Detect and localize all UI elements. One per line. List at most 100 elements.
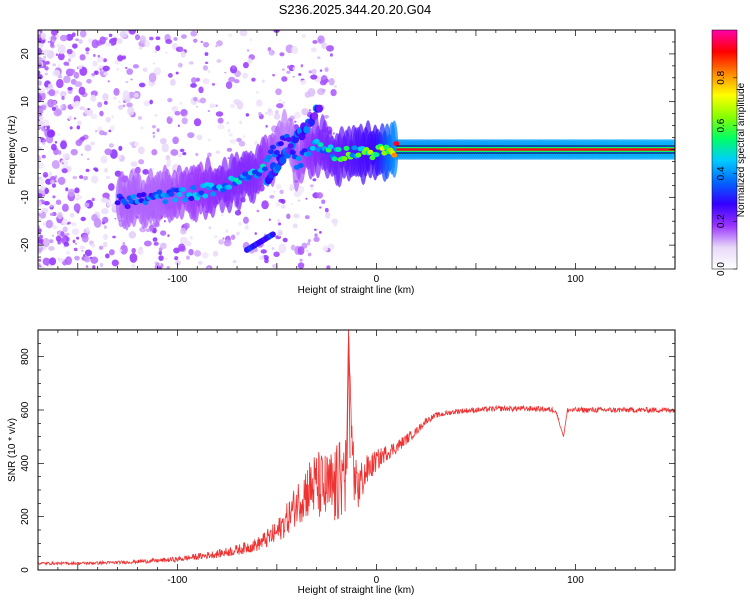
- ridge-core: [176, 191, 183, 197]
- noise-speckle: [332, 132, 335, 135]
- noise-speckle: [246, 49, 250, 52]
- ridge-core: [287, 143, 294, 149]
- noise-speckle: [273, 113, 281, 120]
- noise-speckle: [165, 154, 171, 161]
- noise-speckle: [170, 78, 176, 86]
- noise-speckle: [72, 239, 76, 244]
- noise-speckle: [292, 75, 295, 78]
- noise-speckle: [324, 211, 331, 219]
- spectrogram-y-label: Frequency (Hz): [7, 116, 18, 185]
- noise-speckle: [307, 239, 311, 243]
- noise-speckle: [42, 222, 47, 226]
- noise-speckle: [74, 255, 80, 261]
- noise-speckle: [180, 34, 187, 40]
- noise-speckle: [321, 42, 328, 50]
- noise-speckle: [126, 102, 133, 108]
- noise-speckle: [322, 245, 329, 252]
- noise-speckle: [63, 75, 71, 84]
- noise-speckle: [260, 249, 267, 254]
- noise-speckle: [155, 45, 161, 52]
- ridge-core: [255, 171, 262, 177]
- noise-speckle: [195, 77, 200, 82]
- noise-speckle: [203, 41, 210, 48]
- y-tick-label: 400: [20, 455, 31, 472]
- noise-speckle: [38, 115, 44, 121]
- noise-speckle: [234, 209, 242, 216]
- noise-speckle: [198, 86, 204, 94]
- noise-speckle: [75, 197, 80, 201]
- noise-speckle: [138, 82, 146, 88]
- y-tick-label: 20: [20, 48, 31, 60]
- noise-speckle: [138, 46, 143, 50]
- noise-speckle: [278, 99, 282, 102]
- noise-speckle: [149, 224, 155, 232]
- noise-speckle: [278, 243, 287, 254]
- noise-speckle: [97, 126, 103, 132]
- noise-speckle: [212, 250, 219, 257]
- noise-speckle: [191, 77, 197, 84]
- noise-speckle: [91, 243, 96, 248]
- noise-speckle: [63, 61, 70, 66]
- noise-speckle: [305, 197, 308, 200]
- colorbar-tick-label: 0.2: [716, 214, 727, 228]
- noise-speckle: [38, 199, 42, 208]
- noise-speckle: [84, 249, 93, 257]
- noise-speckle: [228, 33, 233, 37]
- noise-speckle: [291, 45, 299, 55]
- ridge-core: [269, 144, 276, 150]
- noise-speckle: [71, 32, 76, 37]
- noise-speckle: [155, 36, 161, 41]
- noise-speckle: [79, 30, 87, 38]
- colorbar-tick-label: 0.4: [716, 166, 727, 180]
- noise-speckle: [158, 251, 162, 256]
- noise-speckle: [80, 153, 84, 156]
- noise-speckle: [190, 30, 198, 37]
- ridge-core: [343, 145, 350, 151]
- noise-speckle: [94, 130, 98, 133]
- noise-speckle: [313, 236, 320, 243]
- noise-speckle: [314, 233, 318, 237]
- noise-speckle: [277, 218, 281, 223]
- noise-speckle: [225, 81, 233, 89]
- x-tick-label: 0: [374, 575, 380, 586]
- noise-speckle: [67, 86, 73, 91]
- noise-speckle: [44, 72, 49, 76]
- noise-speckle: [105, 42, 112, 47]
- noise-speckle: [108, 33, 113, 38]
- noise-speckle: [160, 230, 167, 236]
- ridge-core: [313, 138, 320, 144]
- noise-speckle: [330, 88, 337, 97]
- noise-speckle: [169, 115, 174, 119]
- noise-speckle: [63, 241, 70, 247]
- noise-speckle: [254, 232, 258, 235]
- noise-speckle: [38, 74, 43, 80]
- x-tick-label: 100: [567, 274, 584, 285]
- noise-speckle: [42, 142, 46, 145]
- noise-speckle: [42, 237, 50, 248]
- noise-speckle: [112, 37, 118, 42]
- noise-speckle: [149, 99, 154, 105]
- carrier-core: [396, 148, 675, 151]
- noise-speckle: [93, 70, 99, 76]
- noise-speckle: [99, 68, 102, 72]
- noise-speckle: [115, 48, 118, 50]
- noise-speckle: [128, 30, 137, 35]
- snr-spike: [346, 330, 351, 469]
- noise-speckle: [290, 203, 294, 205]
- noise-speckle: [116, 68, 120, 71]
- noise-speckle: [38, 263, 41, 267]
- noise-speckle: [73, 117, 77, 120]
- noise-speckle: [55, 235, 62, 242]
- noise-speckle: [279, 189, 284, 195]
- noise-speckle: [54, 141, 58, 144]
- noise-speckle: [200, 40, 204, 44]
- noise-speckle: [76, 125, 81, 130]
- noise-speckle: [90, 94, 97, 102]
- noise-speckle: [38, 31, 41, 35]
- noise-speckle: [279, 52, 285, 57]
- noise-speckle: [129, 142, 133, 145]
- noise-speckle: [242, 61, 249, 69]
- noise-speckle: [149, 36, 154, 41]
- ridge-core: [142, 200, 149, 206]
- noise-speckle: [133, 92, 140, 98]
